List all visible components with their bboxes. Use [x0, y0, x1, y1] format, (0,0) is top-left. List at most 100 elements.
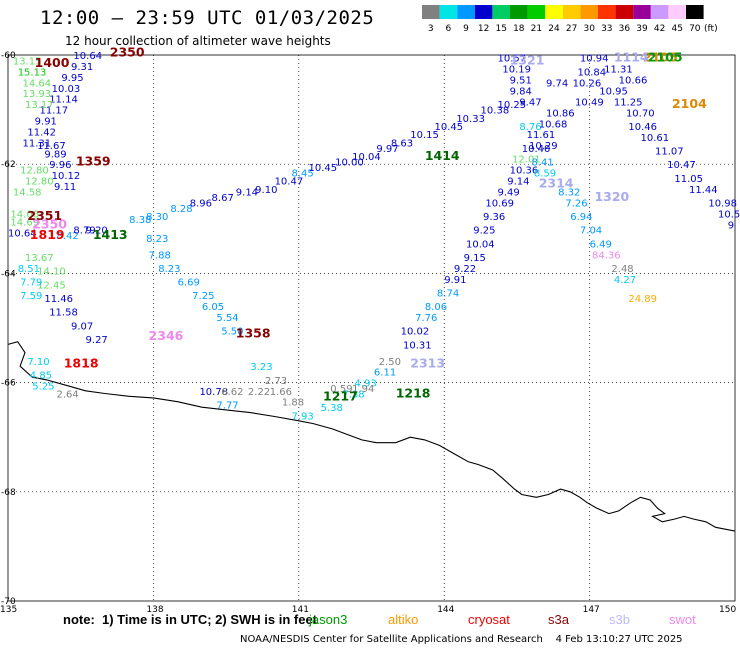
legend-swatch-6 — [439, 5, 458, 19]
track-time-label: 1218 — [396, 386, 431, 401]
wave-height-value: 9.27 — [86, 335, 108, 346]
wave-height-value: 10.47 — [667, 160, 696, 171]
wave-height-value: 9.11 — [54, 182, 76, 193]
track-time-label: 1320 — [594, 189, 629, 204]
legend-label-3: 3 — [428, 24, 434, 34]
lat-label: -60 — [1, 51, 16, 61]
legend-satellite-altiko: altiko — [388, 612, 419, 627]
wave-height-value: 8.79 — [73, 226, 95, 237]
wave-height-value: 1.88 — [282, 398, 304, 409]
wave-height-value: 8.23 — [158, 264, 180, 275]
legend-satellite-s3a: s3a — [548, 612, 569, 627]
track-time-label: 1359 — [76, 153, 111, 168]
map-title: 12:00 – 23:59 UTC 01/03/2025 — [40, 7, 375, 29]
track-time-label: 2314 — [539, 175, 574, 190]
track-time-label: 1321 — [510, 52, 545, 67]
wave-height-value: 7.77 — [216, 400, 238, 411]
lon-label: 138 — [146, 605, 163, 615]
wave-height-value: 9.47 — [519, 97, 541, 108]
wave-height-value: 10.12 — [52, 171, 81, 182]
legend-label-18: 18 — [513, 24, 525, 34]
wave-height-value: 9.14 — [507, 177, 529, 188]
wave-height-value: 10.46 — [628, 122, 657, 133]
wave-height-value: 8.38 — [129, 215, 151, 226]
wave-height-value: 8.96 — [190, 198, 212, 209]
wave-height-value: 0.59 — [330, 384, 352, 395]
legend-swatch-9 — [457, 5, 475, 19]
wave-height-value: 9.51 — [510, 76, 532, 87]
legend-label-30: 30 — [583, 24, 595, 34]
wave-height-value: 13.67 — [25, 253, 54, 264]
wave-height-value: 14.58 — [13, 188, 42, 199]
wave-height-value: 10.64 — [8, 228, 37, 239]
wave-height-value: 8.30 — [146, 212, 168, 223]
track-time-label: 1358 — [236, 325, 271, 340]
wave-height-value: 8.45 — [292, 168, 314, 179]
wave-height-value: 4.85 — [30, 370, 52, 381]
wave-height-value: 10.19 — [502, 65, 531, 76]
lon-label: 150 — [719, 605, 736, 615]
wave-height-value: 10.36 — [510, 166, 539, 177]
wave-height-value: 10.47 — [275, 177, 304, 188]
wave-height-value: 10.98 — [708, 198, 737, 209]
wave-height-value: 11.44 — [689, 185, 718, 196]
wave-height-value: 11.61 — [527, 130, 556, 141]
track-time-label: 2313 — [410, 355, 445, 370]
wave-height-value: 10.25 — [498, 100, 527, 111]
legend-swatch-24 — [545, 5, 563, 19]
wave-height-value: 6.62 — [221, 387, 243, 398]
legend-satellite-jason3: jason3 — [309, 612, 348, 627]
wave-height-value: 8.74 — [437, 289, 459, 300]
track-time-label: 2105 — [648, 50, 683, 65]
map-frame — [7, 54, 736, 602]
wave-height-value: 11.42 — [27, 127, 56, 138]
legend-satellite-swot: swot — [669, 612, 696, 627]
legend-swatch-21 — [527, 5, 546, 19]
legend-satellite-s3b: s3b — [609, 612, 630, 627]
wave-height-color-legend: 3 6 9 12 15 18 21 24 27 30 33 36 39 42 45 70 (ft) — [422, 5, 718, 34]
track-time-label: 1217 — [323, 388, 358, 403]
wave-height-value: 10.00 — [335, 157, 364, 168]
wave-height-value: 11.07 — [655, 147, 684, 158]
wave-height-value: 6.69 — [178, 278, 200, 289]
coastline — [7, 341, 736, 532]
wave-height-value: 10.33 — [456, 114, 485, 125]
wave-height-value: 2.22 — [248, 387, 270, 398]
wave-height-value: 10.45 — [435, 122, 464, 133]
legend-label-9: 9 — [463, 24, 469, 34]
track-time-label: 1413 — [93, 227, 128, 242]
wave-height-value: 11.67 — [37, 141, 66, 152]
wave-height-value: 8.67 — [212, 193, 234, 204]
lon-label: 141 — [292, 605, 309, 615]
wave-height-value: 10.5 — [718, 209, 740, 220]
track-time-label: 9.74 — [546, 78, 568, 89]
lat-label: -66 — [1, 379, 16, 389]
wave-height-value: 4.93 — [355, 379, 377, 390]
track-time-label: 1414 — [425, 148, 460, 163]
wave-height-value: 8.28 — [170, 204, 192, 215]
wave-height-value: 10.57 — [498, 54, 527, 65]
wave-height-value: 13.17 — [25, 100, 54, 111]
wave-height-value: 7.59 — [20, 291, 42, 302]
credit-agency: NOAA/NESDIS Center for Satellite Applica… — [240, 634, 543, 645]
wave-height-value: 11.25 — [614, 97, 643, 108]
wave-height-value: 2.50 — [379, 357, 401, 368]
wave-height-value: 2.64 — [56, 390, 78, 401]
legend-label-6: 6 — [446, 24, 452, 34]
legend-label-45: 45 — [671, 24, 682, 34]
wave-height-value: 11.17 — [40, 106, 69, 117]
wave-height-value: 6.11 — [374, 368, 396, 379]
wave-height-value: 9.91 — [444, 275, 466, 286]
legend-swatch-70 — [686, 5, 704, 19]
wave-height-value: 84.36 — [592, 250, 621, 261]
wave-height-value: 1.66 — [270, 387, 292, 398]
wave-height-value: 7.25 — [192, 291, 214, 302]
legend-swatch-12 — [474, 5, 493, 19]
wave-height-value: 8.41 — [531, 157, 553, 168]
wave-height-value: 10.03 — [52, 84, 81, 95]
wave-height-value: 14.69 — [10, 218, 39, 229]
wave-height-value: 12.80 — [20, 166, 49, 177]
wave-height-value: 6.05 — [202, 302, 224, 313]
wave-height-value: 10.86 — [546, 108, 575, 119]
